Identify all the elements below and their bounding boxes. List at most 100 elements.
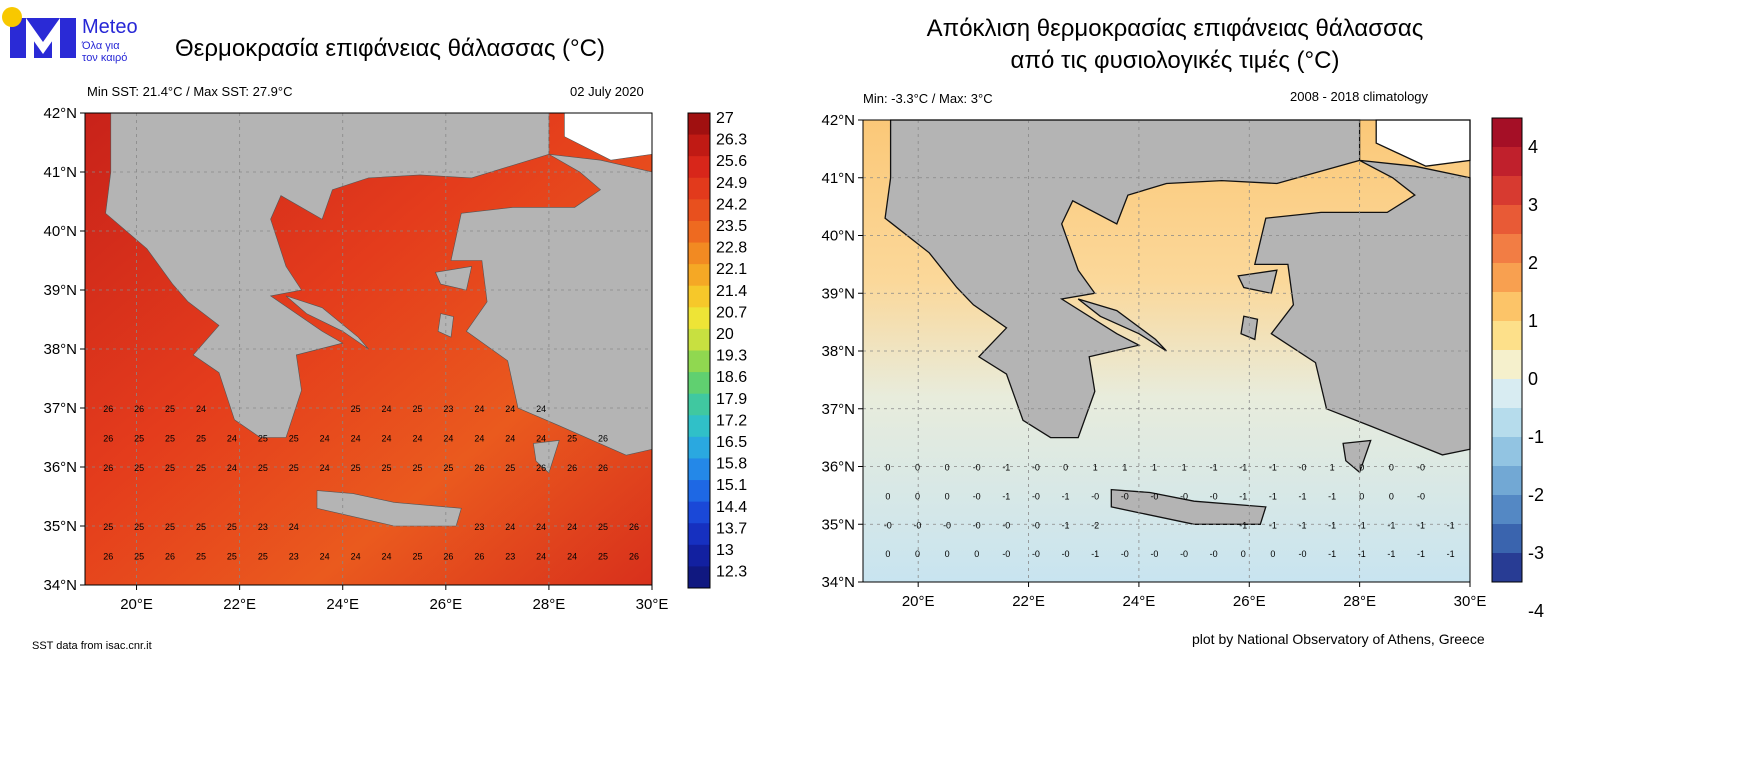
- grid-value: -0: [1032, 549, 1040, 559]
- lat-label: 39°N: [43, 282, 77, 299]
- grid-value: 24: [382, 404, 392, 414]
- grid-value: 0: [1359, 463, 1364, 473]
- lat-label: 42°N: [821, 112, 855, 129]
- right-map-title-line2: από τις φυσιολογικές τιμές (°C): [1010, 47, 1340, 74]
- grid-value: 24: [536, 404, 546, 414]
- grid-value: 25: [567, 434, 577, 444]
- colorbar-swatch: [1492, 408, 1522, 438]
- left-map-stats: Min SST: 21.4°C / Max SST: 27.9°C: [87, 84, 293, 99]
- grid-value: 25: [351, 404, 361, 414]
- grid-value: 25: [165, 404, 175, 414]
- grid-value: 25: [134, 463, 144, 473]
- colorbar-label: 23.5: [716, 218, 747, 235]
- lat-label: 38°N: [43, 341, 77, 358]
- grid-value: 26: [103, 404, 113, 414]
- grid-value: -1: [1299, 520, 1307, 530]
- grid-value: 26: [598, 463, 608, 473]
- colorbar-swatch: [688, 134, 710, 157]
- meteo-logo[interactable]: Meteo Όλα για τον καιρό: [0, 0, 140, 70]
- colorbar-label: 22.1: [716, 261, 747, 278]
- grid-value: 26: [165, 552, 175, 562]
- colorbar-label: 13.7: [716, 520, 747, 537]
- grid-value: 26: [598, 434, 608, 444]
- grid-value: -1: [1447, 549, 1455, 559]
- grid-value: 24: [536, 522, 546, 532]
- colorbar-label: -4: [1528, 601, 1544, 621]
- grid-value: -1: [1239, 491, 1247, 501]
- left-map-source: SST data from isac.cnr.it: [32, 640, 152, 652]
- colorbar-label: 20.7: [716, 304, 747, 321]
- meteo-logo-mark: [2, 7, 76, 58]
- colorbar-swatch: [688, 480, 710, 503]
- right-map-title-line1: Απόκλιση θερμοκρασίας επιφάνειας θάλασσα…: [926, 15, 1424, 42]
- colorbar-label: 0: [1528, 369, 1538, 389]
- colorbar-swatch: [688, 544, 710, 567]
- grid-value: -1: [1269, 520, 1277, 530]
- lat-label: 35°N: [821, 516, 855, 533]
- colorbar-swatch: [1492, 234, 1522, 264]
- colorbar-label: 25.6: [716, 153, 747, 170]
- grid-value: -1: [1328, 520, 1336, 530]
- lat-label: 40°N: [821, 228, 855, 245]
- grid-value: -0: [973, 463, 981, 473]
- colorbar-label: 13: [716, 542, 734, 559]
- lat-label: 34°N: [43, 577, 77, 594]
- colorbar-swatch: [688, 350, 710, 373]
- grid-value: 25: [289, 463, 299, 473]
- grid-value: 1: [1330, 463, 1335, 473]
- grid-value: 25: [227, 522, 237, 532]
- colorbar-swatch: [1492, 205, 1522, 235]
- grid-value: -1: [1062, 520, 1070, 530]
- grid-value: -0: [1032, 463, 1040, 473]
- grid-value: -0: [913, 520, 921, 530]
- logo-tagline-2: τον καιρό: [82, 52, 128, 64]
- colorbar-label: 16.5: [716, 434, 747, 451]
- grid-value: -1: [1358, 549, 1366, 559]
- grid-value: -0: [1299, 463, 1307, 473]
- lon-label: 26°E: [1233, 593, 1266, 610]
- grid-value: 26: [536, 463, 546, 473]
- colorbar-label: 2: [1528, 253, 1538, 273]
- colorbar-swatch: [688, 113, 710, 136]
- grid-value: 0: [885, 463, 890, 473]
- colorbar-label: -3: [1528, 543, 1544, 563]
- grid-value: 24: [536, 434, 546, 444]
- colorbar-swatch: [688, 415, 710, 438]
- grid-value: -0: [1299, 549, 1307, 559]
- colorbar-label: 26.3: [716, 132, 747, 149]
- colorbar-label: 4: [1528, 137, 1538, 157]
- grid-value: -1: [1299, 491, 1307, 501]
- colorbar-swatch: [688, 220, 710, 244]
- lon-label: 24°E: [1123, 593, 1156, 610]
- land-crete: [1110, 488, 1267, 525]
- colorbar-label: 20: [716, 326, 734, 343]
- colorbar-label: 15.1: [716, 477, 747, 494]
- colorbar-swatch: [1492, 321, 1522, 351]
- grid-value: -1: [1447, 520, 1455, 530]
- grid-value: 0: [1241, 549, 1246, 559]
- grid-value: 23: [443, 404, 453, 414]
- grid-value: 24: [505, 404, 515, 414]
- colorbar-swatch: [688, 458, 710, 481]
- colorbar-swatch: [688, 242, 710, 265]
- logo-tagline-1: Όλα για: [82, 40, 120, 52]
- grid-value: 0: [945, 549, 950, 559]
- grid-value: -0: [1062, 549, 1070, 559]
- grid-value: 0: [1389, 491, 1394, 501]
- grid-value: 0: [915, 463, 920, 473]
- grid-value: 26: [103, 463, 113, 473]
- lon-label: 20°E: [902, 593, 935, 610]
- grid-value: 25: [412, 552, 422, 562]
- colorbar-label: 22.8: [716, 240, 747, 257]
- grid-value: 24: [567, 552, 577, 562]
- left-map-title: Θερμοκρασία επιφάνειας θάλασσας (°C): [175, 35, 605, 62]
- grid-value: 24: [382, 552, 392, 562]
- grid-value: -0: [973, 520, 981, 530]
- colorbar-swatch: [1492, 437, 1522, 467]
- colorbar-label: 24.2: [716, 196, 747, 213]
- colorbar-label: 19.3: [716, 348, 747, 365]
- lat-label: 42°N: [43, 105, 77, 122]
- grid-value: 0: [945, 463, 950, 473]
- grid-value: 26: [474, 463, 484, 473]
- grid-value: 24: [351, 434, 361, 444]
